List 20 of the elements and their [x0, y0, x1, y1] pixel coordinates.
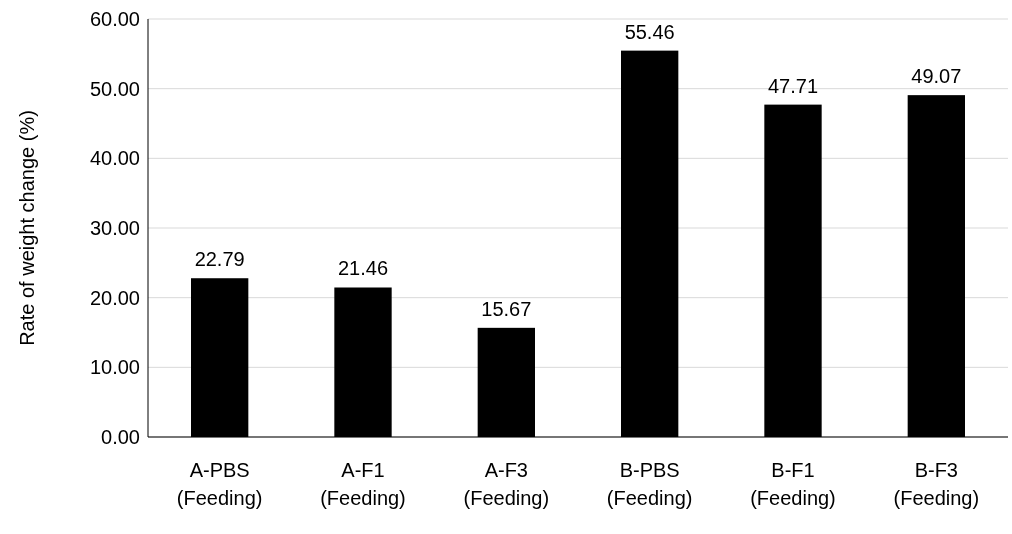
y-tick-label: 50.00	[89, 77, 140, 100]
x-tick-label: B-F1 (Feeding)	[750, 459, 836, 509]
x-tick-label: B-PBS (Feeding)	[606, 459, 693, 509]
y-tick-label: 10.00	[89, 356, 140, 379]
data-label: 55.46	[624, 20, 675, 43]
y-tick-label: 20.00	[89, 286, 140, 309]
data-label: 49.07	[911, 65, 962, 88]
data-label: 15.67	[481, 297, 532, 320]
y-tick-label: 30.00	[89, 217, 140, 239]
y-tick-label: 0.00	[101, 426, 140, 448]
x-tick-label: B-F3 (Feeding)	[893, 459, 980, 509]
data-label: 22.79	[194, 248, 245, 271]
x-tick-label: A-F1 (Feeding)	[320, 459, 406, 509]
x-tick-label: A-PBS (Feeding)	[176, 459, 263, 509]
x-tick-label: A-F3 (Feeding)	[463, 459, 550, 509]
y-axis-title: Rate of weight change (%)	[16, 110, 38, 346]
data-label: 21.46	[337, 257, 389, 280]
y-tick-label: 40.00	[89, 147, 140, 170]
y-tick-label: 60.00	[89, 8, 140, 30]
data-label: 47.71	[767, 74, 819, 97]
